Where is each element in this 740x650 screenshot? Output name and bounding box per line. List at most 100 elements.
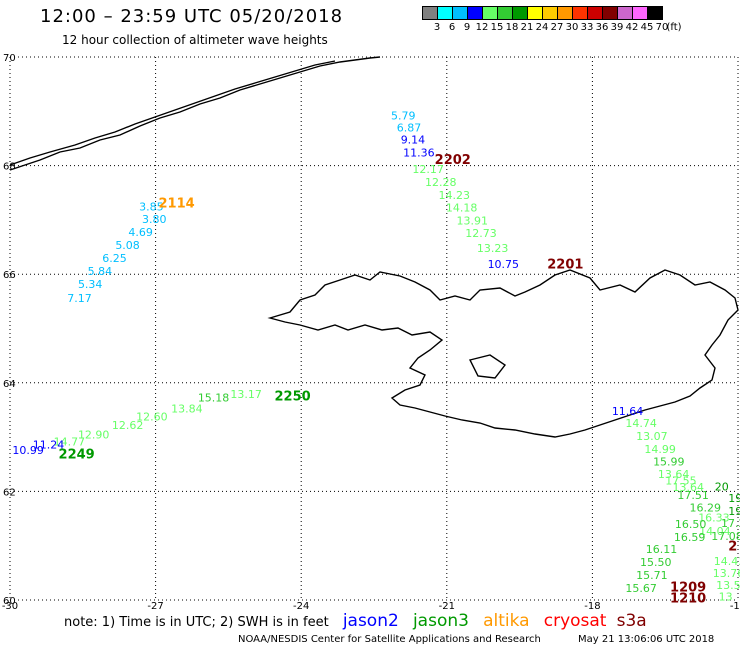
wave-height-value: 14.99 [644, 443, 676, 456]
axis-tick-labels: -30 -27 -24 -21 -18 -15 60 62 64 66 68 70 [2, 53, 740, 612]
pass-time-label: 1210 [670, 591, 706, 606]
legend-label: 21 [520, 22, 534, 33]
wave-height-value: 16.33 [698, 511, 730, 524]
map-subtitle: 12 hour collection of altimeter wave hei… [62, 33, 328, 47]
wave-height-observations: 5.796.879.1411.3612.1712.2814.2314.1813.… [12, 110, 740, 604]
wave-height-value: 10.99 [12, 444, 44, 457]
wave-height-value: 15.67 [625, 582, 657, 595]
coastline [9, 56, 739, 438]
wave-height-value: 12.60 [136, 410, 168, 423]
legend-labels: 3 6 9 12 15 18 21 24 27 30 33 36 39 42 45 70 (ft) [422, 20, 740, 33]
lon-tick-label: -27 [147, 601, 163, 612]
lat-tick-label: 64 [3, 379, 16, 390]
wave-height-value: 11.24 [33, 439, 65, 452]
wave-height-value: 16.29 [689, 502, 721, 515]
map-title: 12:00 – 23:59 UTC 05/20/2018 [40, 6, 344, 27]
legend-label: 3 [433, 22, 441, 33]
wave-height-value: 13.64 [658, 468, 690, 481]
wave-height-value: 14.23 [439, 189, 471, 202]
pass-time-label: 2 [728, 540, 737, 555]
wave-height-value: 13.5 [716, 579, 740, 592]
legend-label: 33 [580, 22, 594, 33]
wave-height-value: 12.90 [78, 428, 110, 441]
legend-label: 30 [565, 22, 579, 33]
wave-height-value: 3.80 [142, 213, 167, 226]
legend-label: 42 [625, 22, 639, 33]
pass-time-label: 1209 [670, 580, 706, 595]
legend-label: 12 [475, 22, 489, 33]
wave-height-value: 5.08 [115, 239, 140, 252]
wave-height-value: 10.75 [488, 258, 520, 271]
pass-time-label: 2202 [435, 153, 471, 168]
wave-height-value: 12.28 [425, 176, 457, 189]
wave-height-value: 17.08 [711, 530, 740, 543]
wave-height-value: 5.34 [78, 278, 103, 291]
sat-jason2: jason2 [342, 611, 399, 631]
wave-height-value: 19.32 [728, 505, 740, 518]
wave-height-value: 13.17 [230, 388, 262, 401]
lat-tick-label: 68 [3, 162, 16, 173]
wave-height-value: 15.18 [198, 391, 230, 404]
lat-tick-label: 60 [3, 596, 16, 607]
pass-time-label: 2114 [159, 197, 195, 212]
wave-height-value: 15.71 [636, 569, 668, 582]
wave-height-value: 13.23 [477, 242, 509, 255]
wave-height-value: 16.11 [646, 543, 678, 556]
sat-cryosat: cryosat [543, 611, 607, 631]
wave-height-value: 17.28 [721, 517, 740, 530]
wave-height-value: 5.84 [88, 265, 113, 278]
lon-tick-label: -21 [439, 601, 455, 612]
wave-height-value: 16.50 [675, 518, 707, 531]
pass-time-label: 2249 [59, 447, 95, 462]
note-text: note: 1) Time is in UTC; 2) SWH is in fe… [64, 615, 329, 630]
wave-height-value: 13.76 [713, 567, 740, 580]
legend-label: 6 [448, 22, 456, 33]
wave-height-value: 12.17 [412, 163, 444, 176]
lat-tick-label: 66 [3, 270, 16, 281]
lon-tick-label: -15 [730, 601, 740, 612]
wave-height-value: 13.07 [636, 430, 668, 443]
legend-label: 27 [550, 22, 564, 33]
wave-height-value: 12.62 [112, 419, 144, 432]
wave-height-value: 9.14 [401, 134, 426, 147]
lat-tick-label: 70 [3, 53, 16, 64]
wave-height-value: 15.99 [653, 456, 685, 469]
legend-label: 45 [640, 22, 654, 33]
legend-label: 9 [463, 22, 471, 33]
wave-height-value: 17.51 [677, 489, 709, 502]
wave-height-value: 14.43 [714, 555, 740, 568]
lon-tick-label: -30 [2, 601, 18, 612]
legend-swatch [647, 6, 663, 20]
wave-height-value: 6.87 [397, 122, 422, 135]
wave-height-value: 13.64 [672, 481, 704, 494]
legend-label: 24 [535, 22, 549, 33]
lat-lon-grid [9, 56, 739, 601]
legend-label: 15 [490, 22, 504, 33]
wave-height-value: 14.04 [699, 525, 731, 538]
iceland-coastline [267, 269, 739, 438]
wave-height-value: 16.59 [674, 531, 706, 544]
lon-tick-label: -18 [584, 601, 600, 612]
lon-tick-label: -24 [293, 601, 309, 612]
wave-height-value: 4.69 [128, 226, 153, 239]
wave-height-value: 14.74 [625, 417, 657, 430]
greenland-coastline [9, 56, 381, 171]
legend-label: 36 [595, 22, 609, 33]
legend-label: 70 [655, 22, 669, 33]
color-legend: 3 6 9 12 15 18 21 24 27 30 33 36 39 42 45 70 (ft) [422, 6, 740, 33]
sat-jason3: jason3 [412, 611, 469, 631]
footer-credit: NOAA/NESDIS Center for Satellite Applica… [238, 634, 541, 645]
legend-label: 39 [610, 22, 624, 33]
wave-height-value: 20 [715, 481, 729, 494]
wave-height-value: 14.18 [446, 201, 478, 214]
pass-time-label: 2250 [275, 389, 311, 404]
lat-tick-label: 62 [3, 487, 16, 498]
sat-s3a: s3a [616, 611, 647, 631]
wave-height-value: 11.36 [403, 147, 435, 160]
footer-timestamp: May 21 13:06:06 UTC 2018 [578, 634, 715, 645]
wave-height-value: 17.55 [665, 475, 697, 488]
wave-height-value: 12.73 [465, 227, 497, 240]
wave-height-value: 7.17 [67, 292, 92, 305]
